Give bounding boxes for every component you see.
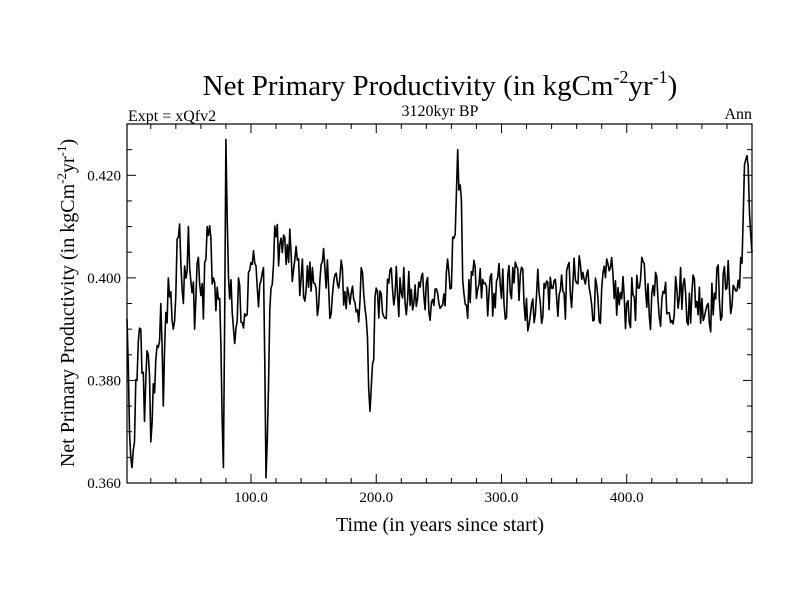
axis-ticks: 100.0 200.0 300.0 400.0 0.360 0.380 0.400 0.420 <box>87 123 752 506</box>
y-axis-label-sup1: -2 <box>54 173 69 184</box>
y-axis-label: Net Primary Productivity (in kgCm-2yr-1) <box>54 139 79 467</box>
x-tick-label: 100.0 <box>234 490 268 506</box>
chart-title: Net Primary Productivity (in kgCm-2yr-1) <box>203 67 678 102</box>
y-axis-label-main: Net Primary Productivity (in kgCm <box>57 183 79 467</box>
x-tick-label: 300.0 <box>485 490 519 506</box>
x-axis-label: Time (in years since start) <box>336 514 544 536</box>
y-tick-label: 0.360 <box>87 476 121 492</box>
subtitle-right: Ann <box>724 106 752 123</box>
y-axis-label-mid: yr <box>57 156 79 173</box>
y-tick-label: 0.400 <box>87 271 121 287</box>
chart-title-mid: yr <box>628 70 653 102</box>
x-tick-label: 400.0 <box>610 490 644 506</box>
subtitle-left: Expt = xQfv2 <box>128 108 216 125</box>
chart-title-sup1: -2 <box>613 67 628 87</box>
y-tick-label: 0.380 <box>87 373 121 389</box>
chart-title-sup2: -1 <box>653 67 668 87</box>
chart-title-end: ) <box>668 70 678 102</box>
y-tick-label: 0.420 <box>87 168 121 184</box>
y-axis-label-end: ) <box>57 139 79 146</box>
npp-series-line <box>126 138 753 479</box>
chart-title-main: Net Primary Productivity (in kgCm <box>203 70 614 102</box>
y-axis-label-sup2: -1 <box>54 146 69 157</box>
x-tick-label: 200.0 <box>359 490 393 506</box>
subtitle-center: 3120kyr BP <box>402 103 479 120</box>
